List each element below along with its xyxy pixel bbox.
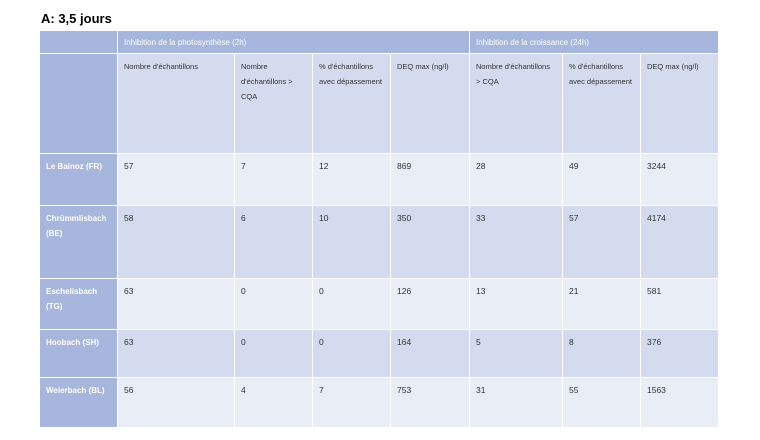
table-cell: 10	[313, 206, 391, 279]
table-cell: 376	[641, 330, 719, 378]
group-header-photosynthese: Inhibition de la photosynthèse (2h)	[118, 31, 470, 54]
table-row: Le Bainoz (FR) 57 7 12 869 28 49 3244	[40, 154, 719, 206]
group-header-row: Inhibition de la photosynthèse (2h) Inhi…	[40, 31, 719, 54]
table-row: Weierbach (BL) 56 4 7 753 31 55 1563	[40, 378, 719, 428]
table-cell: 63	[118, 330, 235, 378]
table-row: Chrümmlisbach (BE) 58 6 10 350 33 57 417…	[40, 206, 719, 279]
table-cell: 869	[391, 154, 470, 206]
table-cell: 7	[313, 378, 391, 428]
table-cell: 0	[313, 330, 391, 378]
site-name: Eschelisbach (TG)	[40, 279, 118, 330]
table-cell: 33	[470, 206, 563, 279]
table-cell: 3244	[641, 154, 719, 206]
column-header-row: Nombre d'échantillons Nombre d'échantill…	[40, 54, 719, 154]
table-cell: 57	[563, 206, 641, 279]
table-cell: 0	[235, 279, 313, 330]
table-cell: 55	[563, 378, 641, 428]
table-cell: 31	[470, 378, 563, 428]
column-header: % d'échantillons avec dépassement	[563, 54, 641, 154]
table-cell: 28	[470, 154, 563, 206]
table-cell: 6	[235, 206, 313, 279]
table-cell: 1563	[641, 378, 719, 428]
column-header: Nombre d'échantillons > CQA	[235, 54, 313, 154]
table-cell: 63	[118, 279, 235, 330]
site-name: Le Bainoz (FR)	[40, 154, 118, 206]
table-cell: 5	[470, 330, 563, 378]
column-header: Nombre d'échantillons > CQA	[470, 54, 563, 154]
table-cell: 4	[235, 378, 313, 428]
table-cell: 13	[470, 279, 563, 330]
table-cell: 56	[118, 378, 235, 428]
column-header: DEQ max (ng/l)	[641, 54, 719, 154]
table-cell: 126	[391, 279, 470, 330]
corner-subheader-cell	[40, 54, 118, 154]
corner-header-cell	[40, 31, 118, 54]
page-title: A: 3,5 jours	[41, 11, 112, 26]
table-cell: 12	[313, 154, 391, 206]
site-name: Chrümmlisbach (BE)	[40, 206, 118, 279]
group-header-croissance: Inhibition de la croissance (24h)	[470, 31, 719, 54]
table-cell: 57	[118, 154, 235, 206]
table-cell: 7	[235, 154, 313, 206]
table-cell: 49	[563, 154, 641, 206]
table-cell: 0	[313, 279, 391, 330]
table-row: Hoobach (SH) 63 0 0 164 5 8 376	[40, 330, 719, 378]
table-cell: 581	[641, 279, 719, 330]
table-cell: 58	[118, 206, 235, 279]
table-cell: 21	[563, 279, 641, 330]
column-header: % d'échantillons avec dépassement	[313, 54, 391, 154]
site-name: Hoobach (SH)	[40, 330, 118, 378]
table-cell: 8	[563, 330, 641, 378]
table-cell: 4174	[641, 206, 719, 279]
site-name: Weierbach (BL)	[40, 378, 118, 428]
table-row: Eschelisbach (TG) 63 0 0 126 13 21 581	[40, 279, 719, 330]
table-cell: 164	[391, 330, 470, 378]
table-cell: 0	[235, 330, 313, 378]
results-table: Inhibition de la photosynthèse (2h) Inhi…	[40, 31, 719, 428]
table-cell: 350	[391, 206, 470, 279]
table-cell: 753	[391, 378, 470, 428]
column-header: Nombre d'échantillons	[118, 54, 235, 154]
column-header: DEQ max (ng/l)	[391, 54, 470, 154]
